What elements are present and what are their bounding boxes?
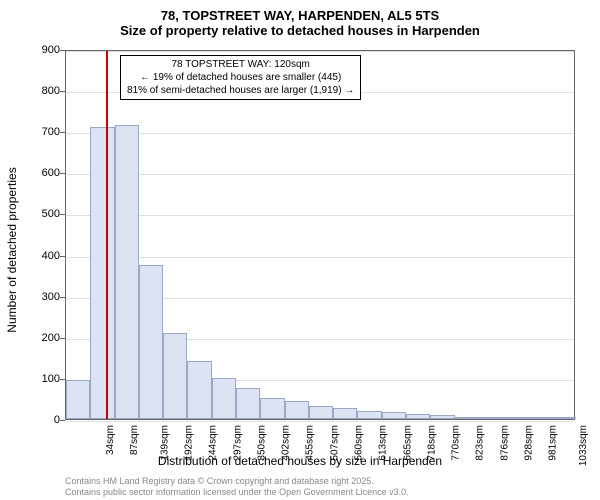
y-tick-mark xyxy=(60,214,65,215)
gridline xyxy=(66,257,574,258)
x-tick-label: 1033sqm xyxy=(578,425,589,466)
x-tick-label: 87sqm xyxy=(129,425,140,455)
chart-subtitle: Size of property relative to detached ho… xyxy=(0,23,600,38)
y-tick-label: 200 xyxy=(30,332,60,344)
chart-container: 78, TOPSTREET WAY, HARPENDEN, AL5 5TS Si… xyxy=(0,0,600,500)
histogram-bar xyxy=(163,333,187,419)
y-tick-label: 900 xyxy=(30,44,60,56)
y-axis-label: Number of detached properties xyxy=(5,167,19,332)
gridline xyxy=(66,421,574,422)
y-tick-label: 700 xyxy=(30,126,60,138)
histogram-bar xyxy=(333,408,357,420)
y-tick-label: 500 xyxy=(30,208,60,220)
gridline xyxy=(66,51,574,52)
y-tick-mark xyxy=(60,297,65,298)
histogram-bar xyxy=(187,361,211,419)
y-tick-mark xyxy=(60,379,65,380)
callout-line-1: 78 TOPSTREET WAY: 120sqm xyxy=(127,58,354,71)
y-tick-label: 400 xyxy=(30,250,60,262)
histogram-bar xyxy=(357,411,381,419)
histogram-bar xyxy=(309,406,333,419)
histogram-bar xyxy=(236,388,260,419)
histogram-bar xyxy=(406,414,430,419)
plot-area: 34sqm87sqm139sqm192sqm244sqm297sqm350sqm… xyxy=(65,50,575,420)
y-tick-label: 600 xyxy=(30,167,60,179)
histogram-bar xyxy=(90,127,114,419)
histogram-bar xyxy=(382,412,406,419)
y-tick-mark xyxy=(60,50,65,51)
y-tick-label: 800 xyxy=(30,85,60,97)
x-axis-label: Distribution of detached houses by size … xyxy=(158,454,442,468)
y-tick-label: 300 xyxy=(30,291,60,303)
histogram-bar xyxy=(139,265,163,419)
histogram-bar xyxy=(115,125,139,419)
property-marker-line xyxy=(106,51,108,419)
y-tick-label: 100 xyxy=(30,373,60,385)
callout-line-2: ← 19% of detached houses are smaller (44… xyxy=(127,71,354,84)
y-tick-mark xyxy=(60,338,65,339)
y-tick-mark xyxy=(60,420,65,421)
x-tick-label: 34sqm xyxy=(105,425,116,455)
histogram-bar xyxy=(285,401,309,420)
y-tick-mark xyxy=(60,256,65,257)
x-tick-label: 770sqm xyxy=(451,425,462,461)
histogram-bar xyxy=(212,378,236,419)
footer-line-2: Contains public sector information licen… xyxy=(65,487,409,498)
histogram-bar xyxy=(552,417,576,419)
callout-box: 78 TOPSTREET WAY: 120sqm ← 19% of detach… xyxy=(120,55,361,100)
gridline xyxy=(66,215,574,216)
histogram-bar xyxy=(455,417,479,419)
y-tick-label: 0 xyxy=(30,414,60,426)
title-block: 78, TOPSTREET WAY, HARPENDEN, AL5 5TS Si… xyxy=(0,0,600,38)
callout-line-3: 81% of semi-detached houses are larger (… xyxy=(127,84,354,97)
histogram-bar xyxy=(260,398,284,419)
y-tick-mark xyxy=(60,173,65,174)
x-tick-label: 981sqm xyxy=(548,425,559,461)
x-tick-label: 823sqm xyxy=(475,425,486,461)
histogram-bar xyxy=(503,417,527,419)
histogram-bar xyxy=(527,417,551,419)
histogram-bar xyxy=(479,417,503,419)
footer-attribution: Contains HM Land Registry data © Crown c… xyxy=(65,476,409,498)
x-tick-label: 928sqm xyxy=(524,425,535,461)
gridline xyxy=(66,174,574,175)
gridline xyxy=(66,133,574,134)
histogram-bar xyxy=(430,415,454,419)
chart-title: 78, TOPSTREET WAY, HARPENDEN, AL5 5TS xyxy=(0,8,600,23)
footer-line-1: Contains HM Land Registry data © Crown c… xyxy=(65,476,409,487)
histogram-bar xyxy=(66,380,90,419)
y-tick-mark xyxy=(60,91,65,92)
y-tick-mark xyxy=(60,132,65,133)
x-tick-label: 876sqm xyxy=(499,425,510,461)
